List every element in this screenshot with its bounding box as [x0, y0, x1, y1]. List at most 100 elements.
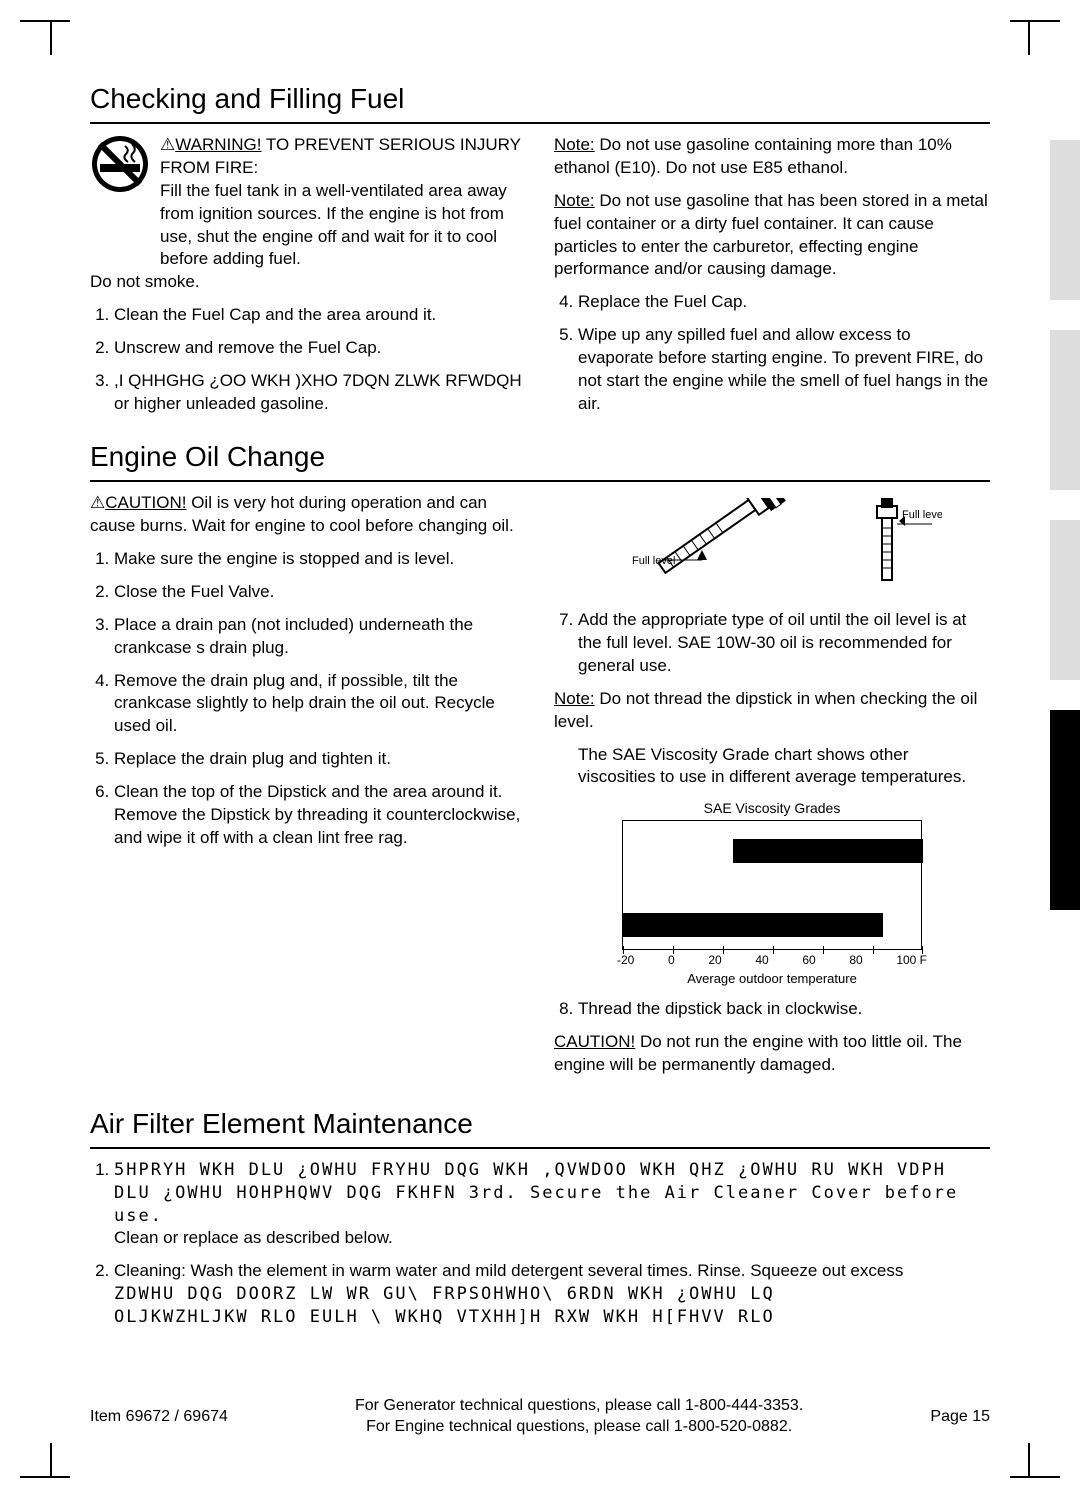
axis-tick: 60: [802, 952, 815, 968]
side-tab-active: [1050, 710, 1080, 910]
side-tabs: [1050, 140, 1080, 910]
axis-tick: 40: [755, 952, 768, 968]
list-item: Unscrew and remove the Fuel Cap.: [114, 337, 526, 360]
list-item: 5HPRYH WKH DLU ¿OWHU FRYHU DQG WKH ,QVWD…: [114, 1159, 990, 1251]
list-text: Cleaning: Wash the element in warm water…: [114, 1261, 903, 1280]
list-item: Clean the top of the Dipstick and the ar…: [114, 781, 526, 850]
oil-right-col: Full level Full level Add the appropriat…: [554, 492, 990, 1087]
list-item: Remove the drain plug and, if possible, …: [114, 670, 526, 739]
footer-line: For Generator technical questions, pleas…: [228, 1395, 931, 1417]
viscosity-chart-title: SAE Viscosity Grades: [554, 799, 990, 818]
list-item: Make sure the engine is stopped and is l…: [114, 548, 526, 571]
crop-mark: [50, 20, 52, 55]
warning-row: ⚠WARNING! TO PREVENT SERIOUS INJURY FROM…: [90, 134, 526, 272]
crop-mark: [20, 1476, 70, 1478]
divider: [90, 480, 990, 482]
chart-bar: [623, 913, 883, 937]
list-item: Place a drain pan (not included) underne…: [114, 614, 526, 660]
list-item: Replace the Fuel Cap.: [578, 291, 990, 314]
note-text: Do not thread the dipstick in when check…: [554, 689, 977, 731]
fuel-right-list: Replace the Fuel Cap. Wipe up any spille…: [554, 291, 990, 416]
note-paragraph: Note: Do not use gasoline that has been …: [554, 190, 990, 282]
axis-tick: 100 F: [896, 952, 927, 968]
footer-line: For Engine technical questions, please c…: [228, 1416, 931, 1438]
note-paragraph: Note: Do not use gasoline containing mor…: [554, 134, 990, 180]
viscosity-chart: [622, 820, 922, 950]
section-title-oil: Engine Oil Change: [90, 438, 990, 476]
axis-caption: Average outdoor temperature: [554, 970, 990, 988]
fuel-right-col: Note: Do not use gasoline containing mor…: [554, 134, 990, 426]
caution-paragraph: ⚠CAUTION! Oil is very hot during operati…: [90, 492, 526, 538]
page-content: Checking and Filling Fuel ⚠WARNING! TO P…: [90, 80, 990, 1339]
dipstick-figure: Full level Full level: [554, 498, 990, 595]
footer-center: For Generator technical questions, pleas…: [228, 1395, 931, 1438]
fuel-left-col: ⚠WARNING! TO PREVENT SERIOUS INJURY FROM…: [90, 134, 526, 426]
note-label: Note:: [554, 135, 595, 154]
garbled-text: DLU ¿OWHU HOHPHQWV DQG FKHFN 3rd. Secure…: [114, 1183, 958, 1226]
crop-mark: [1028, 20, 1030, 55]
axis-tick: 20: [708, 952, 721, 968]
chart-intro: The SAE Viscosity Grade chart shows othe…: [554, 744, 990, 790]
garbled-text: OLJKWZHLJKW RLO EULH \ WKHQ VTXHH]H RXW …: [114, 1307, 775, 1327]
tick: [922, 946, 923, 954]
dipstick-svg: Full level Full level: [602, 498, 942, 588]
footer-item: Item 69672 / 69674: [90, 1406, 228, 1428]
warning-body: Fill the fuel tank in a well-ventilated …: [160, 180, 526, 272]
no-smoking-icon: [90, 134, 150, 194]
section-title-fuel: Checking and Filling Fuel: [90, 80, 990, 118]
oil-columns: ⚠CAUTION! Oil is very hot during operati…: [90, 492, 990, 1087]
caution-label: CAUTION!: [105, 493, 186, 512]
side-tab: [1050, 520, 1080, 680]
oil-right-list: Add the appropriate type of oil until th…: [554, 609, 990, 678]
axis-labels: -20 0 20 40 60 80 100 F: [617, 952, 927, 968]
tick: [623, 946, 624, 954]
divider: [90, 122, 990, 124]
fuel-left-list: Clean the Fuel Cap and the area around i…: [90, 304, 526, 416]
oil-left-col: ⚠CAUTION! Oil is very hot during operati…: [90, 492, 526, 1087]
list-item: ,I QHHGHG ¿OO WKH )XHO 7DQN ZLWK RFWDQH …: [114, 370, 526, 416]
tick: [823, 946, 824, 954]
crop-mark: [1028, 1443, 1030, 1478]
list-text: Clean or replace as described below.: [114, 1228, 393, 1247]
full-level-label: Full level: [632, 555, 675, 567]
crop-mark: [20, 20, 70, 22]
no-smoke-text: Do not smoke.: [90, 271, 526, 294]
warning-triangle-icon: ⚠: [160, 135, 175, 154]
chart-bar: [733, 839, 923, 863]
side-tab: [1050, 140, 1080, 300]
oil-left-list: Make sure the engine is stopped and is l…: [90, 548, 526, 850]
list-item: Wipe up any spilled fuel and allow exces…: [578, 324, 990, 416]
side-tab: [1050, 330, 1080, 490]
tick: [723, 946, 724, 954]
axis-tick: 80: [849, 952, 862, 968]
warning-text-block: ⚠WARNING! TO PREVENT SERIOUS INJURY FROM…: [160, 134, 526, 272]
tick: [873, 946, 874, 954]
fuel-columns: ⚠WARNING! TO PREVENT SERIOUS INJURY FROM…: [90, 134, 990, 426]
list-item: Add the appropriate type of oil until th…: [578, 609, 990, 678]
axis-tick: -20: [617, 952, 634, 968]
footer-page: Page 15: [930, 1406, 990, 1428]
garbled-text: 5HPRYH WKH DLU ¿OWHU FRYHU DQG WKH ,QVWD…: [114, 1160, 946, 1180]
caution2-label: CAUTION!: [554, 1032, 635, 1051]
full-level-label: Full level: [902, 509, 942, 521]
list-item: Close the Fuel Valve.: [114, 581, 526, 604]
note-text: Do not use gasoline containing more than…: [554, 135, 952, 177]
divider: [90, 1147, 990, 1149]
note-paragraph: Note: Do not thread the dipstick in when…: [554, 688, 990, 734]
crop-mark: [50, 1443, 52, 1478]
tick: [773, 946, 774, 954]
page-footer: Item 69672 / 69674 For Generator technic…: [90, 1395, 990, 1438]
viscosity-chart-wrap: SAE Viscosity Grades -20 0 20 40: [554, 799, 990, 988]
list-item: Cleaning: Wash the element in warm water…: [114, 1260, 990, 1329]
air-filter-list: 5HPRYH WKH DLU ¿OWHU FRYHU DQG WKH ,QVWD…: [90, 1159, 990, 1330]
garbled-text: ZDWHU DQG DOORZ LW WR GU\ FRPSOHWHO\ 6RD…: [114, 1284, 775, 1304]
axis-tick: 0: [668, 952, 675, 968]
crop-mark: [1010, 1476, 1060, 1478]
list-item: Replace the drain plug and tighten it.: [114, 748, 526, 771]
list-item: Thread the dipstick back in clockwise.: [578, 998, 990, 1021]
warning-label: WARNING!: [175, 135, 261, 154]
section-title-air: Air Filter Element Maintenance: [90, 1105, 990, 1143]
tick: [673, 946, 674, 954]
caution2-paragraph: CAUTION! Do not run the engine with too …: [554, 1031, 990, 1077]
warning-triangle-icon: ⚠: [90, 493, 105, 512]
